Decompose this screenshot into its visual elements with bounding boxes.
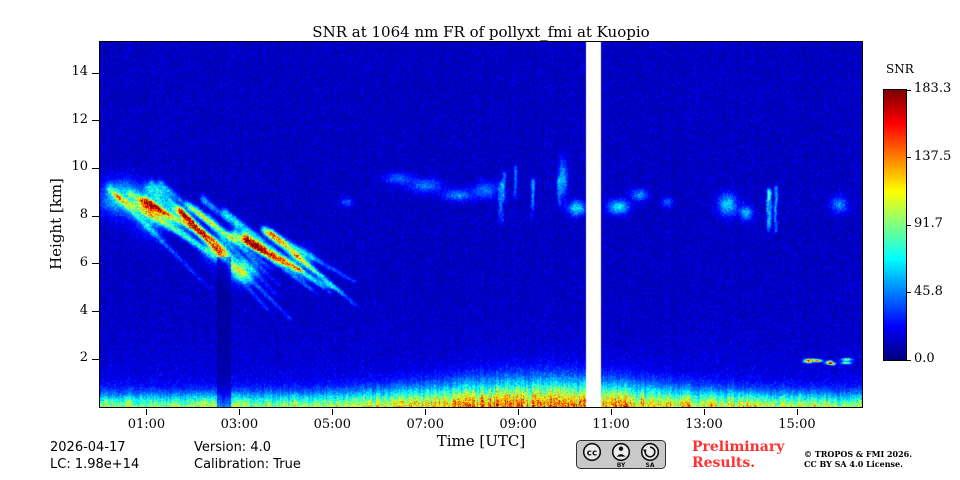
chart-title: SNR at 1064 nm FR of pollyxt_fmi at Kuop… xyxy=(312,23,650,41)
y-tick-mark xyxy=(92,167,99,169)
x-tick-mark xyxy=(611,409,613,415)
svg-text:BY: BY xyxy=(617,462,626,469)
y-tick-label: 2 xyxy=(79,350,88,366)
x-tick-mark xyxy=(146,409,148,415)
x-tick-mark xyxy=(518,409,520,415)
x-tick-label: 11:00 xyxy=(592,417,630,432)
y-tick-mark xyxy=(92,120,99,122)
x-tick-mark xyxy=(332,409,334,415)
y-tick-label: 4 xyxy=(79,302,88,318)
y-tick-label: 10 xyxy=(71,159,88,175)
colorbar-tick-label: 183.3 xyxy=(914,81,952,96)
colorbar-tick-mark xyxy=(907,292,911,293)
colorbar-tick-mark xyxy=(907,157,911,158)
y-tick-mark xyxy=(92,358,99,360)
footer-version-block: Version: 4.0 Calibration: True xyxy=(194,439,301,473)
footer-left-block: 2026-04-17 LC: 1.98e+14 xyxy=(50,439,139,473)
preliminary-line2: Results. xyxy=(692,455,756,471)
x-tick-label: 03:00 xyxy=(220,417,259,432)
version-label: Version: 4.0 xyxy=(194,440,271,455)
y-tick-mark xyxy=(92,263,99,265)
colorbar-tick-label: 137.5 xyxy=(914,148,952,164)
colorbar-tick-label: 0.0 xyxy=(914,351,935,366)
y-tick-mark xyxy=(92,215,99,217)
x-tick-mark xyxy=(425,409,427,415)
x-tick-mark xyxy=(796,409,798,415)
y-tick-mark xyxy=(92,311,99,313)
heatmap-canvas xyxy=(100,42,862,407)
x-tick-label: 13:00 xyxy=(685,417,723,432)
colorbar-tick-label: 45.8 xyxy=(914,283,943,299)
preliminary-results-note: Preliminary Results. xyxy=(692,439,784,471)
colorbar-tick-mark xyxy=(907,89,911,91)
lidar-constant-label: LC: 1.98e+14 xyxy=(50,457,140,472)
x-tick-label: 01:00 xyxy=(127,417,166,432)
colorbar xyxy=(883,89,907,361)
x-tick-mark xyxy=(239,409,241,415)
colorbar-tick-mark xyxy=(907,224,911,226)
x-tick-label: 07:00 xyxy=(406,417,444,432)
y-tick-label: 8 xyxy=(79,207,88,223)
time-height-plot xyxy=(99,41,863,408)
calibration-label: Calibration: True xyxy=(194,457,301,472)
x-tick-label: 09:00 xyxy=(499,417,537,432)
x-axis-label: Time [UTC] xyxy=(436,432,526,450)
copyright-line2: CC BY SA 4.0 License. xyxy=(804,459,903,469)
cc-by-sa-badge-icon: cc BY SA xyxy=(576,440,666,469)
svg-text:cc: cc xyxy=(587,449,598,459)
colorbar-title: SNR xyxy=(886,62,914,76)
y-tick-label: 14 xyxy=(71,64,88,79)
svg-text:SA: SA xyxy=(646,462,655,469)
y-tick-mark xyxy=(92,72,99,74)
copyright-note: © TROPOS & FMI 2026. CC BY SA 4.0 Licens… xyxy=(804,449,912,469)
x-tick-label: 15:00 xyxy=(778,417,816,432)
x-tick-mark xyxy=(704,409,706,415)
x-tick-label: 05:00 xyxy=(313,417,352,432)
y-tick-label: 12 xyxy=(71,111,88,127)
date-label: 2026-04-17 xyxy=(50,440,126,455)
preliminary-line1: Preliminary xyxy=(692,439,785,455)
copyright-line1: © TROPOS & FMI 2026. xyxy=(804,449,913,459)
colorbar-tick-mark xyxy=(907,359,911,361)
y-tick-label: 6 xyxy=(79,254,88,270)
colorbar-tick-label: 91.7 xyxy=(914,216,943,231)
colorbar-gradient-canvas xyxy=(884,90,906,360)
